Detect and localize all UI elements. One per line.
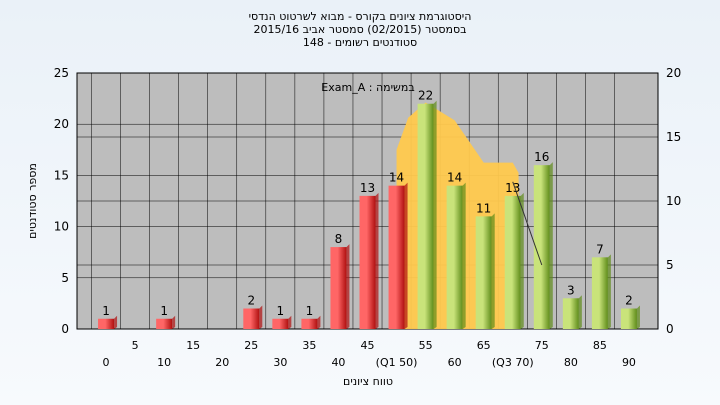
x-tick-label: 60 [448, 356, 462, 369]
bar-value-label: 16 [534, 150, 549, 164]
bar-value-label: 7 [596, 242, 604, 256]
x-tick-label: 25 [244, 339, 258, 352]
y2-tick-label: 20 [666, 66, 681, 80]
y2-tick-label: 5 [666, 258, 674, 272]
histogram-bar [272, 318, 289, 329]
histogram-bar [533, 165, 550, 329]
x-tick-label: 30 [273, 356, 287, 369]
bar-value-label: 1 [306, 304, 314, 318]
trend-line [512, 181, 543, 266]
bar-side [433, 100, 437, 329]
bar-side [404, 182, 408, 329]
y-tick-label: 25 [54, 66, 69, 80]
y-tick-label: 20 [54, 117, 69, 131]
bar-value-label: 11 [476, 201, 491, 215]
bar-side [346, 244, 350, 329]
x-tick-label: (Q3 70) [492, 356, 534, 369]
bar-side [114, 315, 118, 329]
bar-value-label: 8 [335, 232, 343, 246]
y-axis-label: מספר סטודנטים [26, 163, 39, 239]
y-tick-label: 15 [54, 168, 69, 182]
histogram-bar [475, 216, 492, 329]
x-tick-label: 40 [331, 356, 345, 369]
bar-value-label: 2 [625, 294, 633, 308]
x-tick-label: 5 [132, 339, 139, 352]
y-tick-label: 10 [54, 220, 69, 234]
bar-value-label: 13 [360, 181, 375, 195]
y-tick-label: 5 [61, 271, 69, 285]
x-tick-label: 0 [103, 356, 110, 369]
bar-side [491, 213, 495, 329]
title-line-3: סטודנטים רשומים - 148 [302, 36, 418, 49]
bar-value-label: 3 [567, 283, 575, 297]
bar-side [259, 305, 263, 329]
y2-tick-label: 10 [666, 194, 681, 208]
bar-value-label: 14 [389, 171, 404, 185]
x-tick-label: 80 [564, 356, 578, 369]
bar-side [607, 254, 611, 329]
x-tick-label: 15 [186, 339, 200, 352]
chart-title: היסטוגרמת ציונים בקורס - מבוא לשרטוט הנד… [0, 10, 720, 49]
bar-side [375, 192, 379, 329]
bar-value-label: 14 [447, 171, 462, 185]
histogram-bar [243, 308, 260, 329]
x-tick-label: 20 [215, 356, 229, 369]
bar-side [462, 182, 466, 329]
x-tick-label: 75 [535, 339, 549, 352]
bar-value-label: 1 [102, 304, 110, 318]
histogram-bar [330, 247, 347, 329]
histogram-bar [504, 195, 521, 329]
x-tick-label: 90 [622, 356, 636, 369]
bar-side [317, 315, 321, 329]
y-tick-label: 0 [61, 322, 69, 336]
histogram-bar [156, 318, 173, 329]
x-tick-label: (Q1 50) [376, 356, 418, 369]
title-line-1: היסטוגרמת ציונים בקורס - מבוא לשרטוט הנד… [248, 10, 472, 23]
x-tick-label: 65 [477, 339, 491, 352]
bar-value-label: 1 [277, 304, 285, 318]
histogram-bar [301, 318, 318, 329]
histogram-bar [620, 308, 637, 329]
bar-side [636, 305, 640, 329]
chart-annotation: Exam_A : במשימה [321, 81, 414, 94]
x-axis-label: טווח ציונים [343, 375, 393, 388]
histogram-bar [591, 257, 608, 329]
x-tick-label: 45 [361, 339, 375, 352]
x-tick-label: 10 [157, 356, 171, 369]
title-line-2: בסמסטר (02/2015) סמסטר אביב 2015/16 [253, 23, 467, 36]
bar-side [288, 315, 292, 329]
bar-side [520, 192, 524, 329]
bar-side [549, 162, 553, 329]
bar-value-label: 22 [418, 89, 433, 103]
bar-value-label: 2 [247, 294, 255, 308]
bar-side [172, 315, 176, 329]
histogram-bar [98, 318, 115, 329]
x-tick-label: 55 [419, 339, 433, 352]
x-tick-label: 35 [302, 339, 316, 352]
histogram-bar [388, 185, 405, 329]
histogram-bar [417, 103, 434, 329]
histogram-bar [359, 195, 376, 329]
bar-side [578, 295, 582, 329]
x-tick-label: 85 [593, 339, 607, 352]
histogram-bar [446, 185, 463, 329]
y2-tick-label: 15 [666, 130, 681, 144]
bar-value-label: 1 [160, 304, 168, 318]
histogram-bar [562, 298, 579, 329]
y2-tick-label: 0 [666, 322, 674, 336]
